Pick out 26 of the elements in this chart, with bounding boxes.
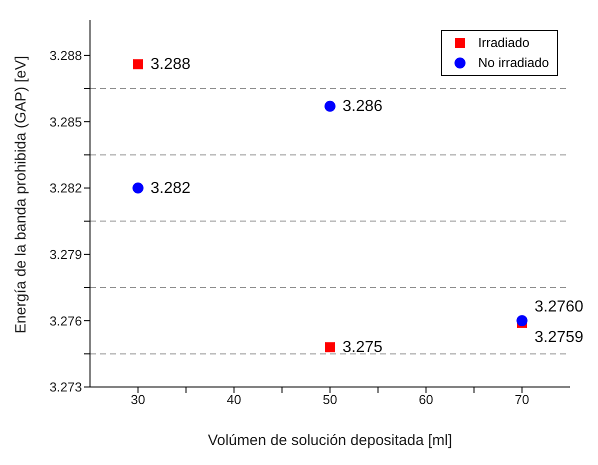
y-axis-title: Energía de la banda prohibida (GAP) [eV] [12,56,30,334]
x-tick-label: 70 [514,392,530,408]
y-tick-label: 3.273 [49,380,82,395]
data-label: 3.2759 [534,328,584,346]
x-tick-label: 30 [130,392,146,408]
data-label: 3.288 [150,56,191,74]
point [516,315,528,326]
y-tick-label: 3.282 [49,180,82,196]
data-label: 3.2760 [534,298,584,316]
x-tick-label: 60 [418,392,434,408]
y-tick-label: 3.279 [49,246,82,262]
point [324,100,336,112]
legend-label: No irradiado [478,54,549,72]
data-label: 3.282 [150,180,191,198]
point [133,59,143,70]
x-tick-label: 40 [226,392,242,408]
data-label: 3.275 [342,339,383,356]
y-tick-label: 3.288 [49,48,82,63]
legend-label: Irradiado [478,34,530,52]
x-axis-title: Volúmen de solución depositada [ml] [208,432,452,449]
y-tick-label: 3.285 [49,114,82,130]
data-label: 3.286 [342,98,383,116]
x-tick-label: 50 [322,392,338,408]
point [132,182,144,194]
y-tick-label: 3.276 [49,313,82,328]
point [325,342,335,352]
